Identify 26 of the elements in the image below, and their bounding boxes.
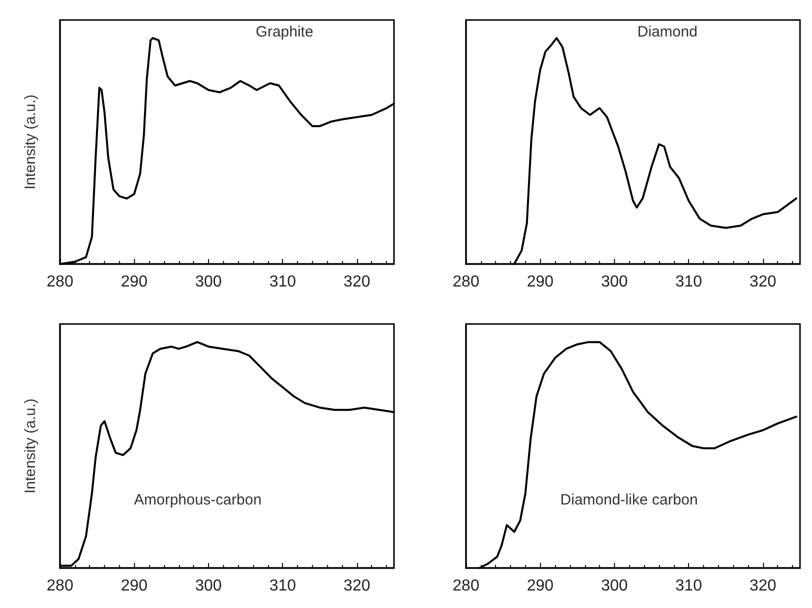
x-tick-label: 320 — [344, 274, 370, 290]
x-tick-label: 290 — [526, 578, 554, 594]
x-tick-label: 310 — [675, 578, 702, 594]
x-tick-label: 300 — [601, 274, 628, 290]
x-tick-label: 310 — [675, 274, 702, 290]
annotation: Graphite — [256, 23, 314, 40]
x-tick-label: 310 — [269, 578, 296, 594]
x-tick-label: 310 — [269, 274, 296, 290]
y-axis-title: Intensity (a.u.) — [22, 94, 39, 190]
x-tick-label: 320 — [750, 274, 776, 290]
y-axis-title: Intensity (a.u.) — [22, 398, 39, 494]
x-tick-label: 300 — [195, 274, 222, 290]
x-tick-label: 290 — [120, 578, 148, 594]
annotation: Diamond-like carbon — [560, 491, 698, 508]
x-tick-label: 320 — [750, 578, 776, 594]
x-tick-label: 280 — [452, 274, 480, 290]
x-tick-label: 280 — [46, 274, 74, 290]
annotation: Amorphous-carbon — [134, 491, 262, 508]
x-tick-label: 290 — [526, 274, 554, 290]
x-tick-label: 280 — [46, 578, 74, 594]
annotation: Diamond — [637, 23, 698, 40]
x-tick-label: 300 — [601, 578, 628, 594]
x-tick-label: 280 — [452, 578, 480, 594]
x-tick-label: 300 — [195, 578, 222, 594]
x-tick-label: 290 — [120, 274, 148, 290]
x-tick-label: 320 — [344, 578, 370, 594]
